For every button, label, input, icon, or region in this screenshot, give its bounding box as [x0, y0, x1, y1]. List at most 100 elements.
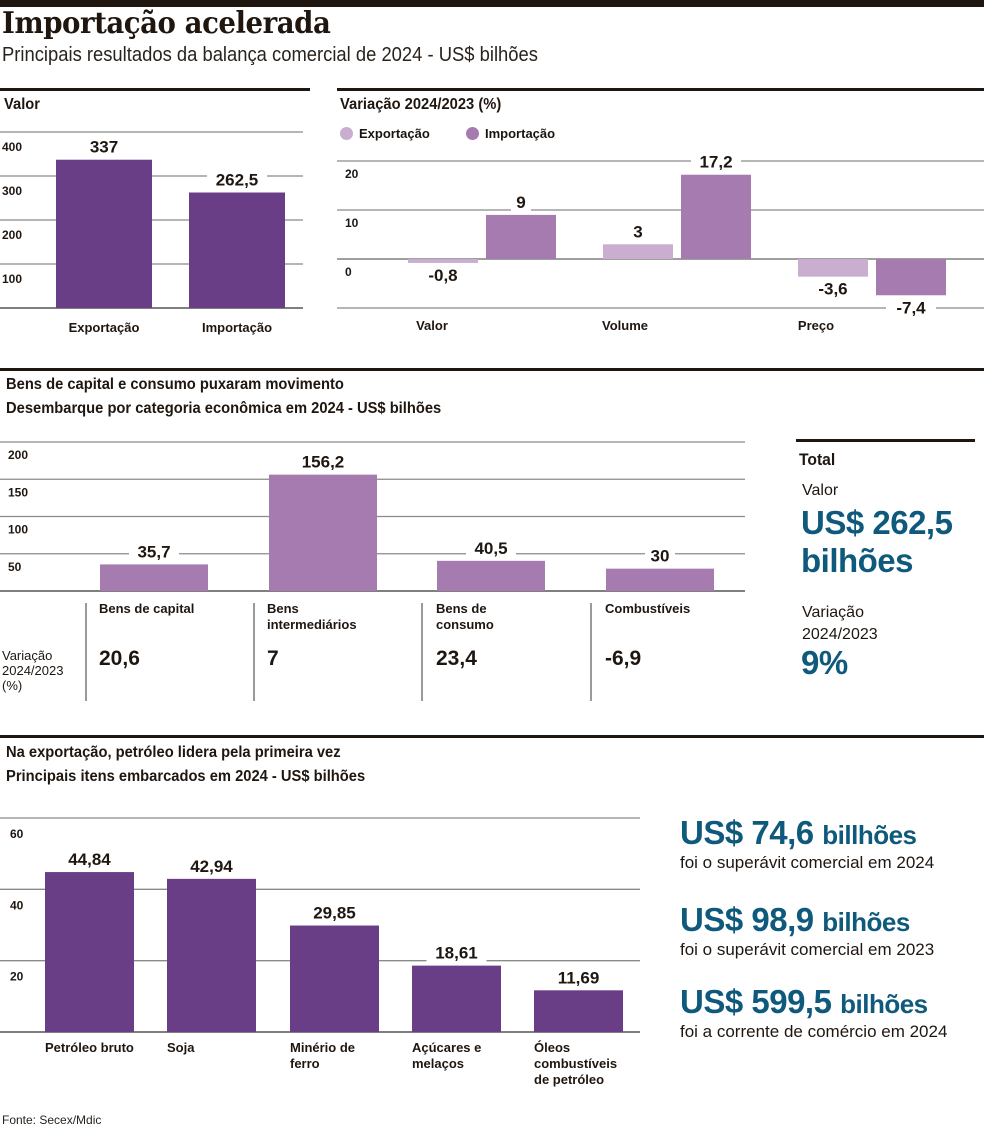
value-label-bg	[59, 849, 120, 870]
legend-label-exportacao: Exportação	[359, 126, 430, 141]
category-variation-bens-de-capital: 20,6	[99, 647, 140, 670]
highlight-note: foi a corrente de comércio em 2024	[680, 1022, 948, 1041]
category-variation-combustiveis: -6,9	[605, 647, 642, 670]
highlight-corrente-comercio: US$ 599,5 bilhões foi a corrente de comé…	[680, 984, 947, 1042]
bar-exportação-volume	[603, 244, 673, 259]
category-variation-bens-de-consumo: 23,4	[436, 647, 477, 670]
total-heading: Total	[799, 450, 836, 469]
bar-petr-leo-bruto	[45, 872, 134, 1032]
value-label-bg	[511, 191, 531, 212]
bar-importação-volume	[681, 174, 751, 259]
value-label-bg	[645, 545, 675, 566]
total-variation-value: 9%	[801, 644, 848, 681]
total-value-line-2: bilhões	[801, 542, 914, 579]
y-tick-label: 300	[2, 184, 22, 198]
category-label: Petróleo bruto	[45, 1040, 134, 1055]
highlight-amount-unit: bilhões	[822, 907, 910, 937]
y-tick-label: 40	[10, 898, 24, 912]
total-value-label: Valor	[802, 482, 839, 499]
value-label-bg	[808, 278, 858, 299]
variation-row-label-line-3: (%)	[2, 678, 23, 693]
category-label: Volume	[602, 318, 648, 333]
category-divider	[85, 603, 87, 701]
panel-variacao-heading: Variação 2024/2023 (%)	[340, 96, 502, 113]
panel-exportacao-heading-1: Na exportação, petróleo lidera pela prim…	[6, 744, 341, 761]
panel-categorias-heading-2: Desembarque por categoria econômica em 2…	[6, 400, 442, 417]
highlight-amount: US$ 74,6 billhões	[680, 815, 934, 853]
value-label-bg	[418, 264, 468, 285]
category-label: Óleos	[534, 1040, 570, 1055]
y-tick-label: 20	[345, 167, 359, 181]
bar-bens-de-consumo	[437, 560, 545, 591]
bar-exportação-preco	[798, 259, 868, 277]
bar-soja	[167, 878, 256, 1032]
category-name-line: consumo	[436, 617, 494, 632]
category-label: de petróleo	[534, 1072, 604, 1087]
value-label: -7,4	[896, 298, 926, 317]
value-label-bg	[293, 451, 353, 472]
panel-exportacao-rule	[0, 735, 984, 738]
top-bar	[0, 0, 984, 7]
legend-label-importacao: Importação	[485, 126, 556, 141]
highlight-amount-unit: billhões	[822, 820, 917, 850]
y-tick-label: 60	[10, 827, 24, 841]
bar--leos-combust-veis-de-petr-leo	[534, 990, 623, 1032]
bar-importação-valor	[486, 214, 556, 259]
highlight-superavit-2024: US$ 74,6 billhões foi o superávit comerc…	[680, 815, 934, 873]
category-bens-de-consumo: Bens de consumo	[436, 601, 494, 633]
value-label: 44,84	[68, 850, 111, 869]
value-label: 35,7	[137, 542, 170, 561]
value-label: 17,2	[699, 153, 732, 172]
category-label: Importação	[202, 320, 272, 335]
category-bens-de-capital: Bens de capital	[99, 601, 194, 617]
highlight-note: foi o superávit comercial em 2024	[680, 853, 935, 872]
category-name-line: Bens de capital	[99, 601, 195, 616]
variation-row-label: Variação 2024/2023 (%)	[2, 648, 63, 693]
bar-bens-de-capital	[100, 564, 208, 591]
variation-row-label-line-2: 2024/2023	[2, 663, 64, 678]
highlight-amount-value: US$ 74,6	[680, 814, 814, 851]
bar-min-rio-de-ferro	[290, 925, 379, 1032]
y-tick-label: 100	[8, 523, 28, 537]
chart-exportacao: 20 40 60 44,84 Petróleo bruto 42,94 Soja 29,85 M…	[0, 817, 640, 1087]
y-tick-label: 10	[345, 216, 359, 230]
value-label-bg	[207, 169, 267, 190]
bar-importa-o	[189, 192, 285, 308]
highlight-amount-value: US$ 98,9	[680, 901, 814, 938]
bar-exporta-o	[56, 159, 152, 308]
legend-swatch-exportacao	[340, 127, 353, 140]
value-label: -0,8	[428, 266, 457, 285]
value-label-bg	[628, 221, 648, 242]
source-note: Fonte: Secex/Mdic	[2, 1113, 102, 1127]
chart-valor: 100 200 300 400 337 Exportação 262,5 Importação	[0, 131, 303, 335]
highlight-amount-value: US$ 599,5	[680, 983, 832, 1020]
bar-combust-veis	[606, 568, 714, 591]
y-tick-label: 20	[10, 970, 24, 984]
highlight-amount: US$ 599,5 bilhões	[680, 984, 947, 1022]
category-divider	[590, 603, 592, 701]
y-tick-label: 150	[8, 485, 28, 499]
highlight-amount-unit: bilhões	[840, 989, 928, 1019]
value-label-bg	[548, 967, 609, 988]
panel-categorias-rule	[0, 368, 984, 371]
value-label-bg	[426, 942, 487, 963]
value-label: 3	[633, 222, 642, 241]
category-divider	[421, 603, 423, 701]
category-combustiveis: Combustíveis	[605, 601, 690, 617]
chart-variacao: 0 10 20 Valor Volume Preço -0,8 3 -3,6 9 17,2 -7,4	[337, 151, 984, 333]
bar-a-cares-e-mela-os	[412, 965, 501, 1032]
value-label: 337	[90, 138, 118, 157]
panel-valor-rule	[0, 88, 310, 91]
category-variation-bens-intermediarios: 7	[267, 647, 279, 670]
panel-exportacao-heading-2: Principais itens embarcados em 2024 - US…	[6, 768, 366, 785]
highlight-superavit-2023: US$ 98,9 bilhões foi o superávit comerci…	[680, 902, 934, 960]
value-label: 262,5	[216, 171, 259, 190]
value-label: 30	[651, 547, 670, 566]
category-bens-intermediarios: Bens intermediários	[267, 601, 357, 633]
category-divider	[253, 603, 255, 701]
category-name-line: Bens	[267, 601, 299, 616]
y-tick-label: 200	[2, 228, 22, 242]
value-label-bg	[466, 537, 516, 558]
value-label-bg	[691, 151, 741, 172]
bar-importação-preco	[876, 259, 946, 296]
